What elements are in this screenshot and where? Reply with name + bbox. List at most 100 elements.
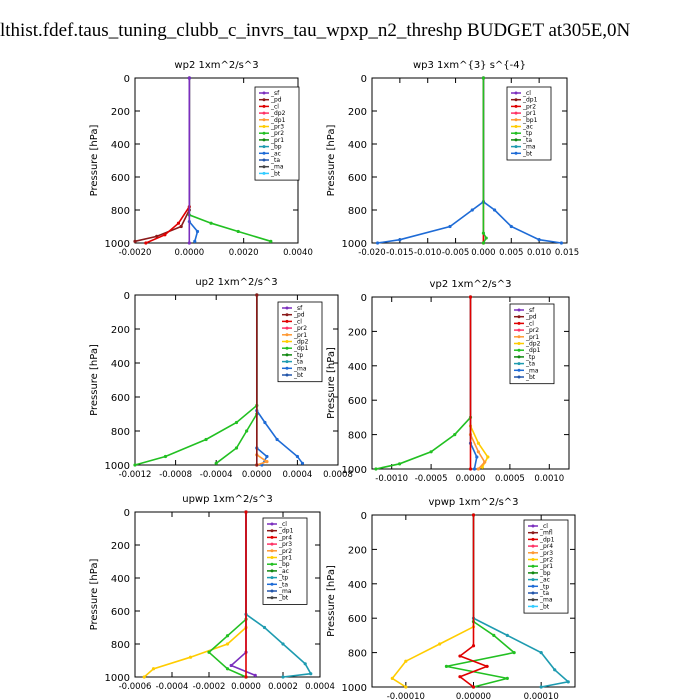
series-point: [492, 633, 496, 638]
legend-entry: _ta: [539, 590, 549, 597]
y-axis-label: Pressure [hPa]: [89, 125, 100, 197]
x-tick-label: -0.0006: [119, 682, 152, 692]
y-tick-label: 0: [124, 508, 130, 519]
series-point: [236, 229, 240, 234]
legend-entry: _pr3: [270, 124, 284, 131]
series-line: [134, 78, 191, 243]
x-tick-label: 0.0000: [174, 248, 204, 258]
y-tick-label: 800: [348, 431, 367, 442]
series-point: [269, 239, 273, 243]
legend-entry: _ta: [525, 361, 535, 368]
y-tick-label: 0: [361, 511, 367, 522]
legend-entry: _pr1: [278, 555, 292, 562]
legend-entry: _cl: [522, 90, 531, 97]
series-point: [553, 668, 557, 672]
legend-marker: [285, 333, 289, 337]
legend-entry: _bp: [278, 561, 290, 568]
series-point: [509, 224, 513, 229]
x-tick-label: 0.015: [555, 248, 579, 258]
legend-marker: [531, 598, 535, 602]
legend-marker: [517, 348, 521, 352]
legend-marker: [262, 165, 266, 169]
panel-title: wp3 1xm^{3} s^{-4}: [413, 60, 526, 71]
series-line: [207, 512, 247, 678]
legend-entry: _pr4: [278, 534, 292, 541]
series-point: [505, 676, 509, 681]
legend-marker: [514, 145, 518, 149]
x-tick-label: -0.0005: [415, 474, 448, 484]
legend-marker: [262, 158, 266, 162]
x-tick-label: 0.000: [471, 248, 495, 258]
x-tick-label: -0.0008: [159, 470, 192, 480]
series-point: [453, 433, 457, 437]
y-tick-label: 200: [348, 107, 367, 118]
x-tick-label: 0.0008: [323, 470, 353, 480]
series-point: [484, 236, 488, 240]
legend-marker: [270, 549, 274, 553]
legend-marker: [531, 558, 535, 561]
legend-entry: _ta: [270, 157, 280, 164]
series-point: [458, 654, 462, 658]
series-point: [244, 510, 248, 514]
legend-entry: _ta: [522, 137, 532, 144]
legend-entry: _pr3: [539, 550, 553, 557]
legend-marker: [514, 118, 518, 122]
x-tick-label: 0.00000: [456, 692, 491, 700]
legend-marker: [270, 529, 274, 533]
legend-marker: [531, 564, 535, 568]
y-tick-label: 600: [348, 173, 367, 184]
series-point: [309, 672, 313, 676]
series-point: [262, 625, 267, 630]
series-point: [470, 208, 474, 212]
legend-marker: [531, 578, 535, 582]
legend-entry: _ta: [293, 359, 303, 366]
legend-marker: [262, 145, 266, 149]
legend-marker: [531, 584, 535, 588]
series-point: [163, 233, 167, 237]
y-tick-label: 800: [111, 206, 130, 217]
legend: _sf_pd_cl_pr2_pr1_dp2_dp1_tp_ta_ma_bt: [277, 301, 323, 383]
legend-marker: [262, 104, 266, 108]
legend-entry: _bp1: [522, 117, 538, 124]
legend-marker: [285, 346, 289, 350]
legend-marker: [517, 342, 521, 345]
legend-marker: [285, 353, 289, 357]
y-tick-label: 600: [111, 393, 130, 404]
y-tick-label: 600: [348, 396, 367, 407]
y-tick-label: 400: [111, 574, 130, 585]
legend-entry: _cl: [270, 103, 279, 110]
legend-marker: [270, 576, 274, 580]
legend-entry: _dp1: [522, 97, 538, 104]
legend-entry: _pr1: [522, 110, 536, 117]
legend-entry: _cl: [525, 320, 534, 327]
series-line: [377, 78, 485, 244]
panel-title: upwp 1xm^2/s^3: [182, 494, 272, 505]
legend-marker: [270, 582, 274, 586]
legend-entry: _sf: [525, 307, 535, 314]
series-line: [255, 295, 268, 466]
series-point: [476, 467, 480, 471]
series-point: [151, 667, 156, 671]
legend-entry: _ac: [278, 568, 289, 575]
series-point: [209, 221, 213, 225]
y-tick-label: 1000: [105, 461, 130, 472]
legend-marker: [262, 111, 266, 115]
y-tick-label: 200: [111, 325, 130, 336]
series-point: [163, 454, 168, 459]
series-point: [468, 295, 473, 299]
legend-entry: _tp: [525, 354, 535, 361]
legend-entry: _ac: [539, 577, 550, 584]
y-tick-label: 800: [348, 649, 367, 660]
series-point: [486, 455, 490, 459]
series-point: [225, 634, 230, 638]
panel-title: up2 1xm^2/s^3: [195, 277, 277, 288]
legend-marker: [517, 321, 521, 325]
series-point: [404, 685, 408, 689]
series-point: [448, 224, 452, 229]
legend-entry: _pr2: [525, 327, 539, 334]
series-point: [255, 463, 259, 467]
series-point: [281, 675, 285, 679]
legend-entry: _bt: [525, 374, 536, 381]
legend-marker: [285, 366, 289, 370]
